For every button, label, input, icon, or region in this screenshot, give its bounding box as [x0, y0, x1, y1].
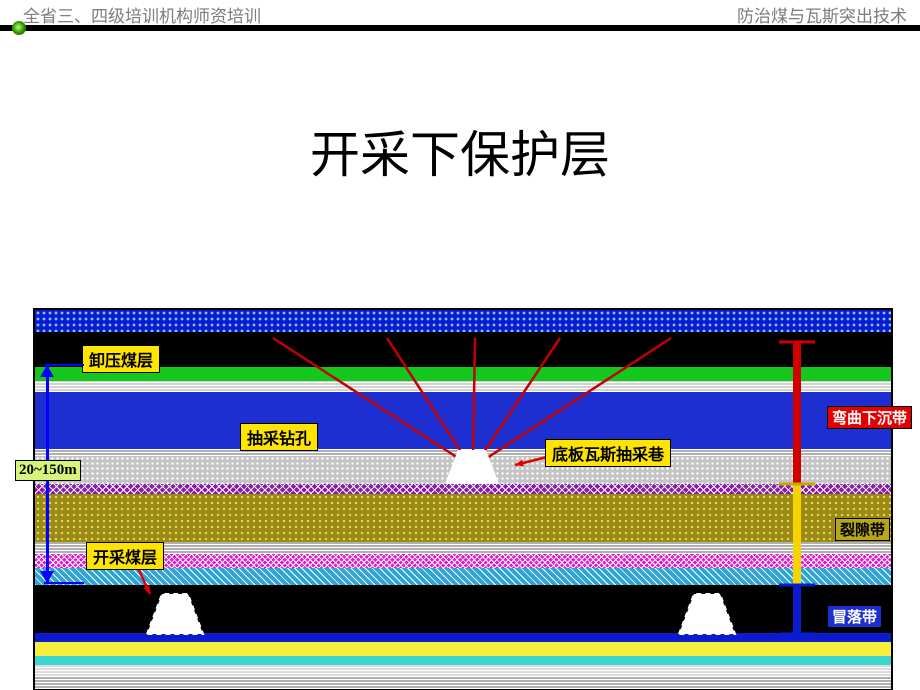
header-divider — [0, 25, 920, 31]
dimension-text: 20~150m — [15, 460, 81, 481]
slide-root: 全省三、四级培训机构师资培训 防治煤与瓦斯突出技术 开采下保护层 卸压煤层抽采钻… — [0, 0, 920, 690]
header-left-text: 全省三、四级培训机构师资培训 — [23, 2, 261, 27]
slide-title: 开采下保护层 — [0, 115, 920, 187]
dimension-tick — [44, 364, 84, 366]
zone-label-bend: 弯曲下沉带 — [827, 406, 912, 429]
diagram-overlay — [35, 310, 891, 689]
zone-label-cave: 冒落带 — [827, 605, 882, 628]
label-mining-coal: 开采煤层 — [86, 542, 164, 570]
label-floor-gas-roadway: 底板瓦斯抽采巷 — [545, 439, 671, 467]
dimension-tick — [44, 582, 84, 584]
drill-line — [387, 338, 465, 458]
header-dot-icon — [12, 21, 26, 35]
cross-section-diagram: 卸压煤层抽采钻孔底板瓦斯抽采巷开采煤层弯曲下沉带裂隙带冒落带 — [33, 308, 893, 690]
dimension-arrowhead — [40, 365, 54, 377]
label-unload-coal: 卸压煤层 — [82, 345, 160, 373]
label-drill-holes: 抽采钻孔 — [240, 423, 318, 451]
zone-label-fracture: 裂隙带 — [835, 518, 890, 541]
header-right-text: 防治煤与瓦斯突出技术 — [737, 2, 907, 27]
header: 全省三、四级培训机构师资培训 防治煤与瓦斯突出技术 — [0, 0, 920, 25]
drill-line — [473, 338, 475, 458]
